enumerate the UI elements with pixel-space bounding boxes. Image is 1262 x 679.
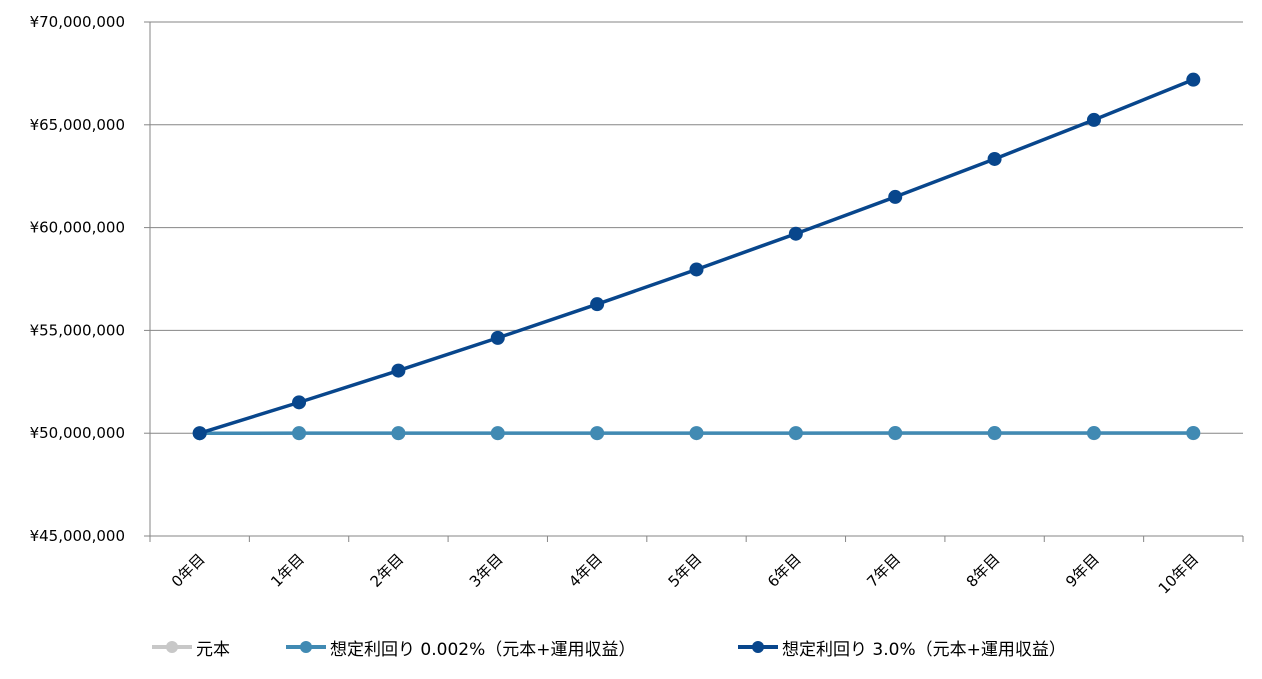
data-point	[490, 330, 505, 345]
data-point	[987, 426, 1002, 441]
data-point	[391, 426, 406, 441]
y-tick-label: ¥60,000,000	[30, 219, 125, 237]
y-tick-label: ¥50,000,000	[30, 424, 125, 442]
x-tick-label: 0年目	[168, 550, 209, 591]
y-axis-tick-labels: ¥45,000,000 ¥50,000,000 ¥55,000,000 ¥60,000…	[30, 13, 125, 545]
y-tick-label: ¥55,000,000	[30, 321, 125, 339]
gridlines	[150, 21, 1243, 434]
data-point	[1186, 72, 1201, 87]
x-tick-label: 7年目	[863, 550, 904, 591]
legend-swatch-yield-3	[738, 637, 778, 657]
x-tick-label: 10年目	[1155, 550, 1202, 597]
data-point	[590, 426, 605, 441]
data-point	[788, 226, 803, 241]
x-tick-label: 6年目	[764, 550, 805, 591]
data-point	[888, 426, 903, 441]
x-tick-label: 5年目	[665, 550, 706, 591]
legend-item-yield-3: 想定利回り 3.0%（元本+運用収益）	[738, 632, 1066, 662]
data-point	[987, 151, 1002, 166]
data-point	[590, 297, 605, 312]
data-point	[689, 426, 704, 441]
data-point	[1086, 426, 1101, 441]
data-point	[1086, 112, 1101, 127]
legend-label-yield-3: 想定利回り 3.0%（元本+運用収益）	[782, 639, 1066, 660]
legend-swatch-principal	[152, 637, 192, 657]
x-tick-label: 3年目	[466, 550, 507, 591]
x-tick-label: 4年目	[565, 550, 606, 591]
data-point	[192, 426, 207, 441]
series-layer	[192, 72, 1201, 441]
y-tick-label: ¥65,000,000	[30, 116, 125, 134]
data-point	[689, 262, 704, 277]
data-point	[292, 395, 307, 410]
data-point	[788, 426, 803, 441]
data-point	[888, 189, 903, 204]
x-tick-label: 2年目	[367, 550, 408, 591]
data-point	[490, 426, 505, 441]
x-tick-label: 9年目	[1062, 550, 1103, 591]
legend: 元本 想定利回り 0.002%（元本+運用収益） 想定利回り 3.0%（元本+運…	[0, 632, 1262, 662]
legend-item-principal: 元本	[152, 632, 230, 662]
x-tick-label: 1年目	[267, 550, 308, 591]
legend-swatch-yield-0002	[286, 637, 326, 657]
data-point	[292, 426, 307, 441]
series-1	[192, 425, 1201, 441]
data-point	[1186, 425, 1201, 440]
data-point	[391, 363, 406, 378]
legend-item-yield-0002: 想定利回り 0.002%（元本+運用収益）	[286, 632, 635, 662]
legend-label-principal: 元本	[196, 639, 230, 660]
series-2	[192, 72, 1201, 441]
series-line	[199, 78, 1194, 435]
x-tick-label: 8年目	[963, 550, 1004, 591]
legend-label-yield-0002: 想定利回り 0.002%（元本+運用収益）	[330, 639, 636, 660]
y-tick-label: ¥45,000,000	[30, 527, 125, 545]
y-tick-label: ¥70,000,000	[30, 13, 125, 31]
axes	[144, 21, 1244, 542]
x-axis-tick-labels: 0年目 1年目 2年目 3年目 4年目 5年目 6年目 7年目 8年目 9年目 10年目	[168, 550, 1202, 597]
